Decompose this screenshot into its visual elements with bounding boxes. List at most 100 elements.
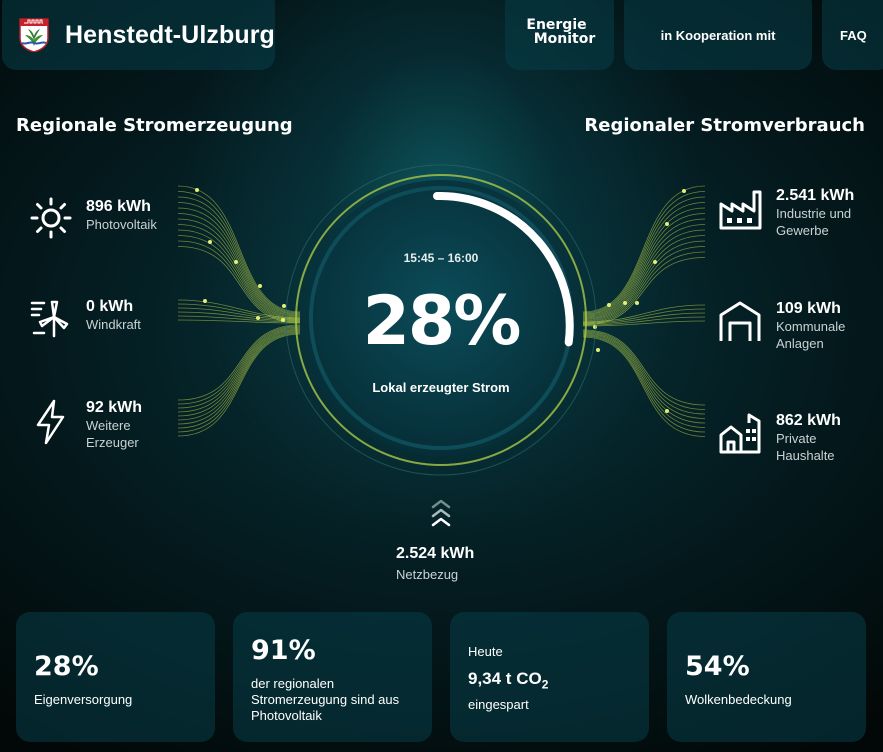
flow-line [177,315,301,323]
consumption-item-kommunal[interactable]: 109 kWh Kommunale Anlagen [718,299,845,352]
flow-line [177,299,301,319]
flow-line [582,335,706,433]
flow-particles [195,188,686,413]
consumption-value: 862 kWh [776,412,841,429]
flow-line [177,333,301,437]
flow-line [582,185,706,313]
flow-particle [282,304,286,308]
flow-line [582,229,706,321]
consumption-item-haushalte[interactable]: 862 kWh Private Haushalte [718,411,841,464]
card-photovoltaik-share[interactable]: 91% der regionalen Stromerzeugung sind a… [233,612,432,742]
flow-line [177,328,301,417]
flow-line [177,324,301,401]
card-heading: Heute [468,644,503,659]
flow-particle [665,222,669,226]
consumption-value: 2.541 kWh [776,187,855,204]
consumption-label-line2: Gewerbe [776,223,829,238]
card-value: 28% [34,651,99,682]
faq-label: FAQ [840,27,867,43]
generation-value: 896 kWh [86,198,151,215]
progress-arc [433,192,574,347]
generation-flow-lines [177,185,301,437]
flow-line [177,218,301,319]
chevrons-up-icon [431,499,451,527]
generation-label-line2: Erzeuger [86,435,139,450]
flow-particle [653,260,657,264]
flow-line [582,332,706,419]
flow-line [582,218,706,319]
generation-item-weitere[interactable]: 92 kWh Weitere Erzeuger [30,398,142,451]
energie-monitor-line2: Monitor [533,31,596,47]
flow-particle [208,240,212,244]
flow-particle [195,188,199,192]
card-label: Eigenversorgung [34,692,133,707]
flow-line [177,326,301,409]
factory-icon [719,190,762,230]
card-cloud-cover[interactable]: 54% Wolkenbedeckung [667,612,866,742]
flow-line [177,213,301,318]
house-icon [719,413,761,454]
consumption-title: Regionaler Stromverbrauch [584,115,865,136]
flow-line [177,330,301,425]
flow-line [177,331,301,429]
flow-line [177,207,301,317]
app-title: Henstedt-Ulzburg [65,20,275,49]
flow-line [177,191,301,314]
flow-line [177,185,301,313]
lightning-icon [36,399,65,445]
card-label-line1: der regionalen [251,676,335,691]
flow-line [582,336,706,437]
flow-line [582,304,706,323]
flow-line [582,320,706,327]
flow-line [177,240,301,323]
generation-item-photovoltaik[interactable]: 896 kWh Photovoltaik [30,197,157,239]
energie-monitor-button[interactable]: Energie Monitor [505,0,614,70]
card-label: der regionalen Stromerzeugung sind aus P… [251,676,414,724]
card-value: 91% [251,635,316,666]
faq-button[interactable]: FAQ [822,0,883,70]
flow-line [582,202,706,316]
flow-particle [635,301,639,305]
flow-line [582,246,706,324]
card-label: Wolkenbedeckung [685,692,792,707]
wind-turbine-icon [30,300,69,338]
consumption-label-line2: Haushalte [776,448,835,463]
card-co2-saved[interactable]: Heute 9,34 t CO2 eingespart [450,612,649,742]
local-share-percent: 28% [362,282,522,361]
grid-import-value: 2.524 kWh [396,545,475,562]
flow-line [582,333,706,424]
card-eigenversorgung[interactable]: 28% Eigenversorgung [16,612,215,742]
grid-import-label: Netzbezug [396,567,459,582]
consumption-flow-lines [582,185,706,437]
municipal-crest-icon [19,18,49,52]
flow-line [177,329,301,421]
core-disc [303,180,579,456]
flow-line [582,308,706,324]
card-label-line3: Photovoltaik [251,708,322,723]
flow-particle [593,325,597,329]
generation-value: 0 kWh [86,298,134,315]
consumption-label-line1: Industrie und [776,206,852,221]
flow-line [582,316,706,326]
flow-line [582,196,706,315]
flow-line [177,327,301,413]
kooperation-button[interactable]: in Kooperation mit [624,0,812,70]
flow-line [177,224,301,320]
flow-particle [281,318,285,322]
generation-item-windkraft[interactable]: 0 kWh Windkraft [30,297,141,339]
consumption-label-line2: Anlagen [776,336,824,351]
outer-ring [295,174,587,466]
generation-title: Regionale Stromerzeugung [16,115,293,136]
flow-line [177,196,301,315]
outer-glow-ring [285,164,597,476]
consumption-item-industrie[interactable]: 2.541 kWh Industrie und Gewerbe [718,186,854,239]
generation-value: 92 kWh [86,399,143,416]
brand-panel[interactable]: Henstedt-Ulzburg [2,0,275,70]
sun-icon [30,197,72,239]
flow-line [177,235,301,322]
flow-line [582,235,706,322]
flow-line [582,329,706,406]
energie-monitor-line1: Energie [526,17,587,33]
consumption-value: 109 kWh [776,300,841,317]
